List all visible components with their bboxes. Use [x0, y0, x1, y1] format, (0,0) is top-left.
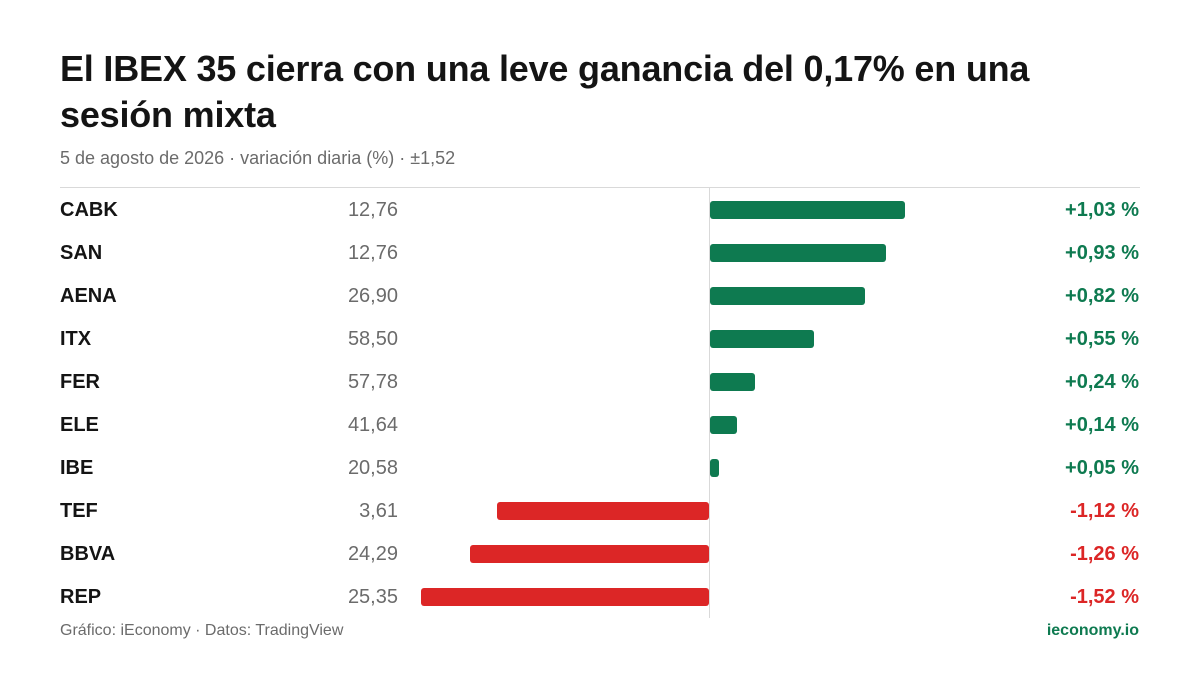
ticker-label: TEF	[60, 500, 98, 522]
ticker-label: FER	[60, 371, 100, 393]
change-label: +0,14 %	[1065, 414, 1139, 436]
bar-mark	[710, 201, 906, 219]
change-label: +0,55 %	[1065, 328, 1139, 350]
bar-mark	[710, 373, 756, 391]
bar-mark	[710, 244, 887, 262]
price-value: 12,76	[347, 199, 398, 221]
price-value: 3,61	[359, 500, 398, 522]
change-label: -1,12 %	[1070, 500, 1139, 522]
change-label: +1,03 %	[1065, 199, 1139, 221]
price-value: 57,78	[347, 371, 398, 393]
ticker-label: BBVA	[60, 543, 116, 565]
bar-mark	[421, 588, 709, 606]
change-label: +0,05 %	[1065, 457, 1139, 479]
bar-mark	[710, 416, 737, 434]
table-row: TEF 3,61 -1,12 %	[0, 489, 1200, 532]
price-value: 20,58	[347, 457, 398, 479]
price-value: 25,35	[347, 586, 398, 608]
bar-mark	[496, 502, 709, 520]
price-value: 24,29	[347, 543, 398, 565]
bar-mark	[710, 287, 866, 305]
bar-mark	[710, 330, 815, 348]
bar-mark	[470, 545, 709, 563]
ticker-label: IBE	[60, 457, 94, 479]
change-label: -1,52 %	[1070, 586, 1139, 608]
table-row: BBVA 24,29 -1,26 %	[0, 532, 1200, 575]
brand-link[interactable]: ieconomy.io	[1046, 622, 1139, 639]
change-label: +0,24 %	[1065, 371, 1139, 393]
chart-title: El IBEX 35 cierra con una leve ganancia …	[60, 48, 1030, 135]
table-row: ELE 41,64 +0,14 %	[0, 403, 1200, 446]
table-row: ITX 58,50 +0,55 %	[0, 317, 1200, 360]
table-row: REP 25,35 -1,52 %	[0, 575, 1200, 618]
price-value: 12,76	[347, 242, 398, 264]
table-row: SAN 12,76 +0,93 %	[0, 231, 1200, 274]
price-value: 58,50	[347, 328, 398, 350]
table-row: CABK 12,76 +1,03 %	[0, 188, 1200, 231]
ticker-label: SAN	[60, 242, 103, 264]
table-row: FER 57,78 +0,24 %	[0, 360, 1200, 403]
ticker-label: ITX	[60, 328, 92, 350]
table-row: IBE 20,58 +0,05 %	[0, 446, 1200, 489]
ticker-label: AENA	[60, 285, 117, 307]
ticker-label: CABK	[60, 199, 118, 221]
change-label: +0,93 %	[1065, 242, 1139, 264]
change-label: -1,26 %	[1070, 543, 1139, 565]
ticker-label: REP	[60, 586, 102, 608]
bar-mark	[710, 459, 720, 477]
price-value: 26,90	[347, 285, 398, 307]
table-row: AENA 26,90 +0,82 %	[0, 274, 1200, 317]
source-credit: Gráfico: iEconomy · Datos: TradingView	[60, 622, 344, 639]
price-value: 41,64	[347, 414, 398, 436]
bar-rows: CABK 12,76 +1,03 % SAN 12,76 +0,93 % AENA 26,90…	[0, 188, 1200, 618]
change-label: +0,82 %	[1065, 285, 1139, 307]
zero-axis-line	[709, 188, 710, 618]
chart-subtitle: 5 de agosto de 2026 · variación diaria (…	[60, 148, 456, 168]
ticker-label: ELE	[60, 414, 99, 436]
header-divider	[60, 187, 1140, 188]
